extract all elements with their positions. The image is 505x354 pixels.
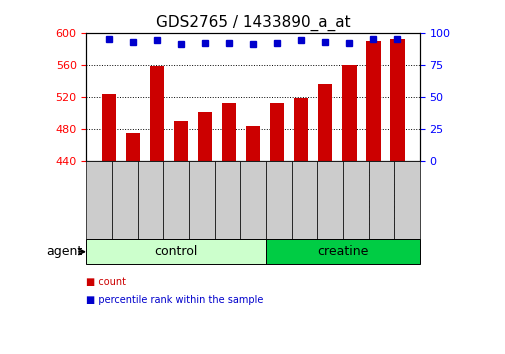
Bar [318,84,332,354]
Bar [245,126,260,354]
Text: control: control [154,245,197,258]
Bar [389,39,404,354]
Bar [149,67,164,354]
Text: ■ percentile rank within the sample: ■ percentile rank within the sample [86,295,263,304]
Bar [221,103,236,354]
Bar [270,103,284,354]
Bar [341,65,356,354]
Title: GDS2765 / 1433890_a_at: GDS2765 / 1433890_a_at [156,15,350,31]
Bar [293,98,308,354]
Bar [102,94,116,354]
Text: ■ count: ■ count [86,277,126,287]
Text: creatine: creatine [317,245,368,258]
Bar [366,41,380,354]
Bar [197,112,212,354]
Bar [173,121,188,354]
Text: agent: agent [46,245,82,258]
Bar [125,133,140,354]
